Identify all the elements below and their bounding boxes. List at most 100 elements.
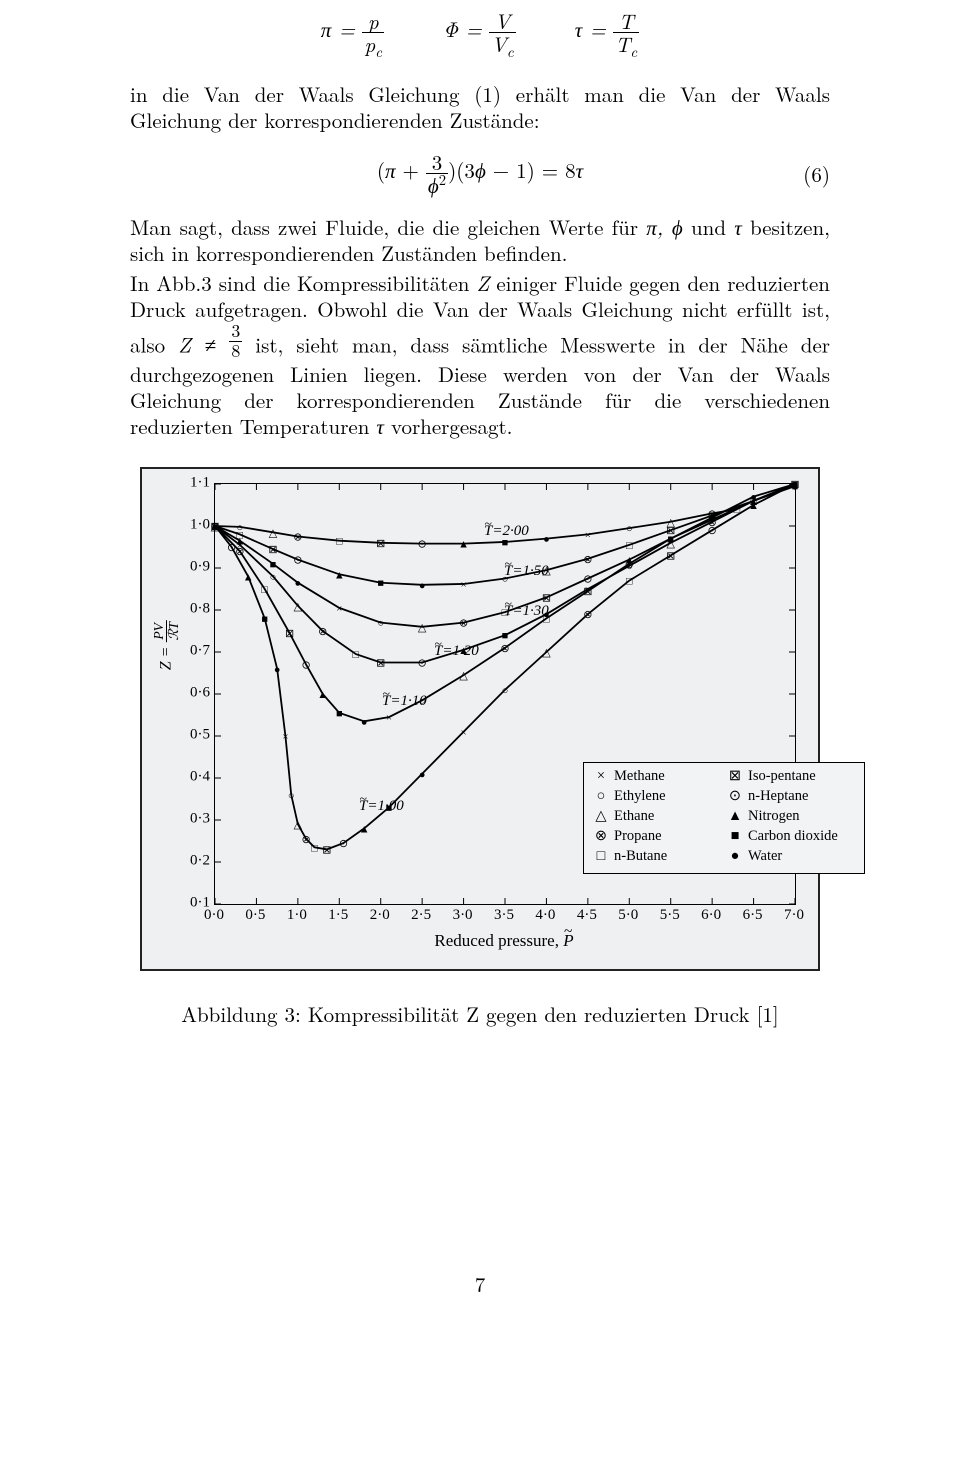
x-tick-label: 5·0 bbox=[618, 907, 638, 924]
svg-text:×: × bbox=[460, 579, 466, 591]
svg-text:■: ■ bbox=[792, 479, 799, 491]
top-definitions: π = ppc Φ = VVc τ = TTc bbox=[130, 10, 830, 55]
equation-6: (π + 3ϕ2)(3ϕ − 1) = 8τ (6) bbox=[130, 151, 830, 196]
curve-label: T=1·50 bbox=[504, 563, 549, 580]
legend-entry: ⊗ bbox=[592, 829, 610, 845]
svg-text:■: ■ bbox=[336, 708, 343, 720]
legend-entry: ○ bbox=[592, 789, 610, 805]
para-3: In Abb.3 sind die Kompressibilitäten Z e… bbox=[130, 270, 830, 439]
svg-text:⊗: ⊗ bbox=[302, 834, 311, 846]
svg-text:⊠: ⊠ bbox=[666, 550, 675, 562]
svg-text:●: ● bbox=[361, 716, 368, 728]
legend-entry: ⊙ bbox=[726, 789, 744, 805]
legend: ×Methane⊠Iso-pentane ○Ethylene⊙n-Heptane △… bbox=[583, 762, 865, 874]
svg-text:⊙: ⊙ bbox=[625, 559, 634, 571]
svg-text:○: ○ bbox=[288, 790, 295, 802]
svg-text:▲: ▲ bbox=[243, 571, 254, 583]
curve-label: T=2·00 bbox=[484, 523, 529, 540]
svg-text:▲: ▲ bbox=[748, 500, 759, 512]
svg-text:△: △ bbox=[459, 670, 468, 682]
figure-caption: Abbildung 3: Kompressibilität Z gegen de… bbox=[140, 999, 820, 1029]
legend-entry: × bbox=[592, 769, 610, 785]
x-tick-label: 3·5 bbox=[494, 907, 514, 924]
x-tick-label: 6·5 bbox=[743, 907, 763, 924]
legend-entry: Iso-pentane bbox=[748, 769, 856, 785]
legend-entry: n-Heptane bbox=[748, 789, 856, 805]
curve-label: T=1·20 bbox=[434, 643, 479, 660]
svg-text:△: △ bbox=[418, 622, 427, 634]
legend-entry: ⊠ bbox=[726, 769, 744, 785]
svg-text:⊙: ⊙ bbox=[339, 838, 348, 850]
tau-symbol: τ bbox=[575, 14, 583, 44]
legend-entry: △ bbox=[592, 809, 610, 825]
svg-text:⊠: ⊠ bbox=[285, 628, 294, 640]
svg-text:×: × bbox=[282, 731, 288, 743]
legend-entry: ● bbox=[726, 849, 744, 865]
svg-text:■: ■ bbox=[502, 630, 509, 642]
svg-text:●: ● bbox=[274, 664, 281, 676]
svg-text:■: ■ bbox=[270, 559, 277, 571]
svg-text:■: ■ bbox=[261, 613, 268, 625]
svg-text:⊗: ⊗ bbox=[583, 609, 592, 621]
x-tick-label: 0·0 bbox=[204, 907, 224, 924]
svg-text:■: ■ bbox=[377, 578, 384, 590]
svg-text:○: ○ bbox=[377, 618, 384, 630]
x-tick-label: 1·0 bbox=[287, 907, 307, 924]
legend-entry: Propane bbox=[614, 829, 722, 845]
x-tick-label: 1·5 bbox=[328, 907, 348, 924]
x-tick-label: 4·0 bbox=[535, 907, 555, 924]
x-tick-label: 4·5 bbox=[577, 907, 597, 924]
legend-entry: Water bbox=[748, 849, 856, 865]
svg-text:⊠: ⊠ bbox=[376, 538, 385, 550]
svg-text:×: × bbox=[336, 603, 342, 615]
x-tick-label: 5·5 bbox=[660, 907, 680, 924]
figure-3: Z = PVℛT ×○△⊗□⊠⊙▲■●×○△⊗□⊗□⊠⊙▲■●×○△⊗□⊠⊙▲■… bbox=[140, 467, 820, 1029]
page-number: 7 bbox=[130, 1269, 830, 1299]
svg-text:⊙: ⊙ bbox=[418, 539, 427, 551]
y-tick-label: 0·5 bbox=[168, 726, 210, 743]
x-tick-label: 3·0 bbox=[453, 907, 473, 924]
svg-text:▲: ▲ bbox=[665, 534, 676, 546]
x-tick-label: 0·5 bbox=[245, 907, 265, 924]
svg-text:⊠: ⊠ bbox=[210, 521, 219, 533]
svg-text:○: ○ bbox=[270, 571, 277, 583]
svg-text:⊗: ⊗ bbox=[318, 626, 327, 638]
y-tick-label: 1·0 bbox=[168, 516, 210, 533]
y-tick-label: 0·2 bbox=[168, 852, 210, 869]
svg-text:□: □ bbox=[353, 649, 360, 661]
svg-text:□: □ bbox=[626, 576, 633, 588]
svg-text:▲: ▲ bbox=[458, 539, 469, 551]
y-tick-label: 0·7 bbox=[168, 642, 210, 659]
svg-text:▲: ▲ bbox=[317, 689, 328, 701]
svg-text:□: □ bbox=[311, 842, 318, 854]
svg-text:⊠: ⊠ bbox=[583, 586, 592, 598]
svg-text:⊙: ⊙ bbox=[227, 542, 236, 554]
plot-area: ×○△⊗□⊠⊙▲■●×○△⊗□⊗□⊠⊙▲■●×○△⊗□⊠⊙▲■⊙▲■●×○△⊗□… bbox=[214, 483, 796, 905]
svg-text:⊙: ⊙ bbox=[418, 657, 427, 669]
y-tick-label: 1·1 bbox=[168, 474, 210, 491]
legend-entry: Ethylene bbox=[614, 789, 722, 805]
svg-text:■: ■ bbox=[709, 513, 716, 525]
svg-text:⊗: ⊗ bbox=[293, 531, 302, 543]
svg-text:⊙: ⊙ bbox=[708, 525, 717, 537]
y-tick-label: 0·6 bbox=[168, 684, 210, 701]
para-2: Man sagt, dass zwei Fluide, die die glei… bbox=[130, 214, 830, 266]
svg-text:×: × bbox=[460, 727, 466, 739]
x-tick-label: 2·5 bbox=[411, 907, 431, 924]
svg-text:△: △ bbox=[542, 647, 551, 659]
svg-text:▲: ▲ bbox=[359, 823, 370, 835]
curve-label: T=1·30 bbox=[504, 603, 549, 620]
legend-entry: Nitrogen bbox=[748, 809, 856, 825]
legend-entry: Methane bbox=[614, 769, 722, 785]
x-axis-label: Reduced pressure, P bbox=[214, 931, 794, 951]
legend-entry: ▲ bbox=[726, 809, 744, 825]
legend-entry: □ bbox=[592, 849, 610, 865]
svg-text:●: ● bbox=[419, 580, 426, 592]
svg-text:⊠: ⊠ bbox=[268, 544, 277, 556]
svg-text:●: ● bbox=[419, 769, 426, 781]
phi-symbol: Φ bbox=[443, 14, 458, 44]
curve-label: T=1·00 bbox=[359, 798, 404, 815]
svg-text:□: □ bbox=[336, 536, 343, 548]
svg-text:○: ○ bbox=[626, 523, 633, 535]
svg-text:⊠: ⊠ bbox=[376, 657, 385, 669]
